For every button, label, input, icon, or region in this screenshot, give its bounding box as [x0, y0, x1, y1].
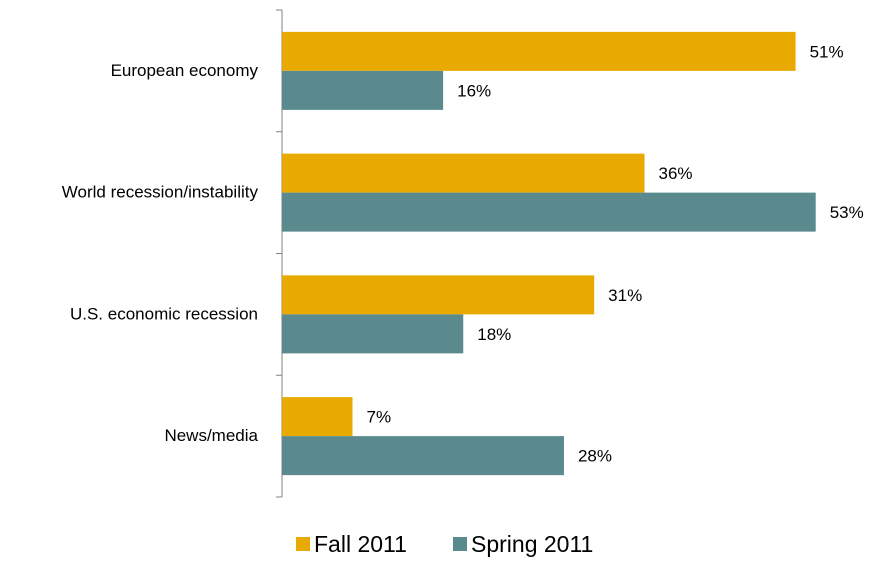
- value-label-spring-2011-european-economy: 16%: [457, 81, 491, 100]
- bar-fall-2011-u-s-economic-recession: [282, 275, 595, 315]
- category-axis: [276, 9, 283, 498]
- legend-label-spring-2011: Spring 2011: [471, 531, 593, 557]
- bar-fall-2011-european-economy: [282, 31, 796, 71]
- value-label-fall-2011-news-media: 7%: [366, 408, 391, 427]
- category-label-world-recession-instability: World recession/instability: [62, 183, 259, 202]
- legend: Fall 2011 Spring 2011: [296, 531, 593, 557]
- value-labels: 51% 16% 36% 53% 31% 18% 7% 28%: [366, 42, 863, 465]
- bar-spring-2011-news-media: [282, 436, 564, 476]
- category-label-u-s-economic-recession: U.S. economic recession: [70, 304, 258, 323]
- category-label-european-economy: European economy: [111, 61, 259, 80]
- legend-label-fall-2011: Fall 2011: [314, 531, 407, 557]
- bar-spring-2011-european-economy: [282, 70, 444, 110]
- value-label-spring-2011-world-recession-instability: 53%: [830, 203, 864, 222]
- legend-swatch-spring-2011: [453, 537, 467, 551]
- bar-fall-2011-world-recession-instability: [282, 153, 645, 193]
- bars: [282, 31, 816, 476]
- value-label-spring-2011-news-media: 28%: [578, 447, 612, 466]
- category-label-news-media: News/media: [164, 426, 258, 445]
- bar-fall-2011-news-media: [282, 397, 353, 437]
- category-labels: European economy World recession/instabil…: [62, 61, 259, 445]
- bar-spring-2011-u-s-economic-recession: [282, 314, 464, 354]
- value-label-fall-2011-european-economy: 51%: [810, 42, 844, 61]
- value-label-fall-2011-u-s-economic-recession: 31%: [608, 286, 642, 305]
- value-label-fall-2011-world-recession-instability: 36%: [659, 164, 693, 183]
- value-label-spring-2011-u-s-economic-recession: 18%: [477, 325, 511, 344]
- legend-swatch-fall-2011: [296, 537, 310, 551]
- bar-spring-2011-world-recession-instability: [282, 192, 816, 232]
